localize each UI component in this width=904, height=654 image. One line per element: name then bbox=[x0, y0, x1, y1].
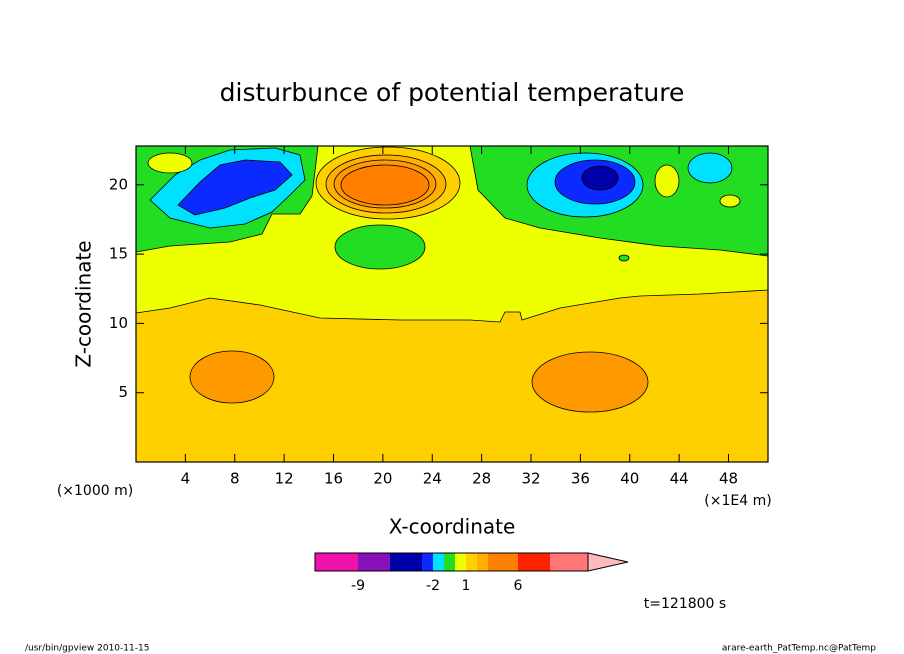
fill-orange-blob bbox=[189, 350, 275, 404]
y-tick-label: 10 bbox=[109, 314, 128, 332]
x-tick-label: 8 bbox=[230, 470, 240, 488]
fill-cyan-blob bbox=[687, 152, 733, 184]
fill-green-blob bbox=[334, 224, 426, 270]
y-tick-label: 15 bbox=[109, 245, 128, 263]
colorbar-arrow bbox=[587, 552, 629, 572]
fill-yellow-blob bbox=[654, 164, 680, 198]
colorbar-box bbox=[550, 553, 588, 571]
x-tick-label: 36 bbox=[571, 470, 590, 488]
footer-left: /usr/bin/gpview 2010-11-15 bbox=[25, 644, 149, 654]
y-axis-label: Z-coordinate bbox=[72, 240, 96, 367]
fill-orange-blob bbox=[531, 351, 649, 413]
footer-right: arare-earth_PatTemp.nc@PatTemp bbox=[722, 644, 876, 654]
colorbar-box bbox=[455, 553, 466, 571]
x-tick-label: 40 bbox=[620, 470, 639, 488]
x-tick-label: 48 bbox=[719, 470, 738, 488]
colorbar-box bbox=[358, 553, 390, 571]
contour-fills bbox=[135, 145, 769, 462]
colorbar-frame bbox=[314, 552, 589, 572]
time-label: t=121800 s bbox=[644, 596, 726, 612]
x-tick-label: 28 bbox=[472, 470, 491, 488]
x-tick-label: 4 bbox=[181, 470, 191, 488]
x-tick-label: 32 bbox=[521, 470, 540, 488]
colorbar-box bbox=[477, 553, 488, 571]
y-unit-label: (×1000 m) bbox=[57, 483, 133, 499]
fill-warm bbox=[340, 164, 430, 206]
colorbar-box bbox=[466, 553, 477, 571]
colorbar-box bbox=[488, 553, 518, 571]
x-axis-label: X-coordinate bbox=[389, 515, 516, 539]
colorbar-box bbox=[444, 553, 455, 571]
colorbar-box bbox=[433, 553, 444, 571]
colorbar-box bbox=[422, 553, 433, 571]
colorbar-tick-label: -9 bbox=[351, 578, 365, 594]
fill-darkblue bbox=[581, 165, 619, 191]
fill-blue bbox=[177, 159, 293, 216]
colorbar-box bbox=[390, 553, 422, 571]
fill-yellow-blob bbox=[719, 194, 741, 208]
x-tick-label: 44 bbox=[670, 470, 689, 488]
colorbar-tick-label: 6 bbox=[514, 578, 523, 594]
colorbar bbox=[314, 552, 629, 572]
fill-yellow-blob bbox=[147, 152, 193, 174]
chart-title: disturbunce of potential temperature bbox=[220, 78, 685, 107]
x-tick-label: 20 bbox=[373, 470, 392, 488]
fill-green-dot bbox=[618, 254, 630, 262]
x-tick-label: 12 bbox=[275, 470, 294, 488]
x-tick-label: 24 bbox=[423, 470, 442, 488]
plot-frame bbox=[135, 145, 769, 463]
colorbar-box bbox=[518, 553, 550, 571]
x-unit-label: (×1E4 m) bbox=[704, 493, 771, 509]
colorbar-tick-label: -2 bbox=[426, 578, 440, 594]
colorbar-box bbox=[315, 553, 358, 571]
colorbar-tick-label: 1 bbox=[462, 578, 471, 594]
y-tick-label: 20 bbox=[109, 175, 128, 193]
x-tick-label: 16 bbox=[324, 470, 343, 488]
y-tick-label: 5 bbox=[118, 383, 128, 401]
